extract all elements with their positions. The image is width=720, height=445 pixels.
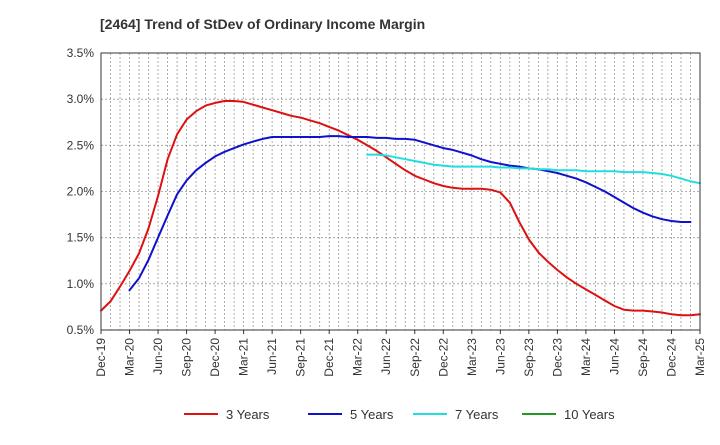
x-tick-label: Mar-23 bbox=[465, 338, 479, 376]
legend-label: 3 Years bbox=[226, 407, 270, 422]
legend: 3 Years 5 Years 7 Years 10 Years bbox=[184, 407, 615, 422]
x-tick-label: Dec-23 bbox=[550, 338, 564, 377]
x-tick-label: Jun-22 bbox=[379, 338, 393, 375]
y-tick-label: 2.5% bbox=[67, 138, 95, 152]
x-tick-label: Mar-25 bbox=[693, 338, 707, 376]
x-tick-label: Dec-20 bbox=[208, 338, 222, 377]
series-lines bbox=[100, 100, 701, 317]
x-axis-ticks: Dec-19 Mar-20 Jun-20 Sep-20 Dec-20 Mar-21 Jun-… bbox=[94, 330, 707, 377]
y-tick-label: 3.5% bbox=[67, 46, 95, 60]
legend-label: 7 Years bbox=[455, 407, 499, 422]
x-tick-label: Mar-24 bbox=[579, 338, 593, 376]
series-line-3 bbox=[366, 153, 701, 185]
y-tick-label: 1.0% bbox=[67, 277, 95, 291]
legend-label: 10 Years bbox=[564, 407, 615, 422]
grid-lines bbox=[100, 52, 701, 331]
x-tick-label: Sep-23 bbox=[522, 338, 536, 377]
y-axis-ticks: 0.5% 1.0% 1.5% 2.0% 2.5% 3.0% 3.5% bbox=[67, 46, 95, 337]
x-tick-label: Sep-20 bbox=[180, 338, 194, 377]
x-tick-label: Dec-19 bbox=[94, 338, 108, 377]
y-tick-label: 3.0% bbox=[67, 92, 95, 106]
x-tick-label: Jun-20 bbox=[151, 338, 165, 375]
x-tick-label: Dec-24 bbox=[664, 338, 678, 377]
series-line-2 bbox=[128, 135, 692, 292]
series-line-1 bbox=[100, 100, 701, 317]
x-tick-label: Sep-24 bbox=[636, 338, 650, 377]
x-tick-label: Jun-21 bbox=[265, 338, 279, 375]
legend-label: 5 Years bbox=[350, 407, 394, 422]
y-tick-label: 0.5% bbox=[67, 323, 95, 337]
x-tick-label: Dec-22 bbox=[436, 338, 450, 377]
x-tick-label: Jun-23 bbox=[493, 338, 507, 375]
plot-area-frame bbox=[100, 52, 701, 331]
y-tick-label: 1.5% bbox=[67, 231, 95, 245]
x-tick-label: Mar-20 bbox=[123, 338, 137, 376]
x-tick-label: Dec-21 bbox=[322, 338, 336, 377]
x-tick-label: Jun-24 bbox=[607, 338, 621, 375]
x-tick-label: Mar-22 bbox=[351, 338, 365, 376]
x-tick-label: Mar-21 bbox=[237, 338, 251, 376]
x-tick-label: Sep-22 bbox=[408, 338, 422, 377]
x-tick-label: Sep-21 bbox=[294, 338, 308, 377]
chart-title: [2464] Trend of StDev of Ordinary Income… bbox=[100, 16, 425, 32]
y-tick-label: 2.0% bbox=[67, 185, 95, 199]
